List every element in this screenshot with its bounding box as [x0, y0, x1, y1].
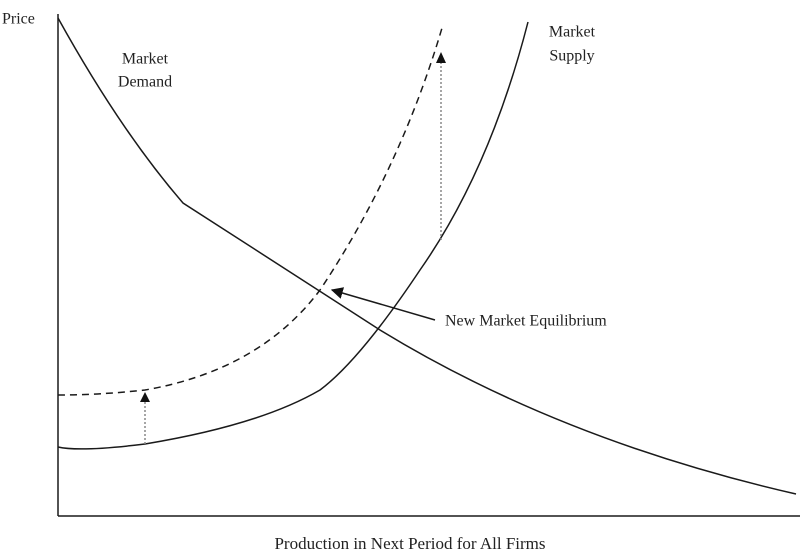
supply-curve — [57, 21, 529, 450]
demand-label: Market — [122, 51, 169, 68]
arrow-head — [140, 392, 150, 402]
x-axis-label: Production in Next Period for All Firms — [274, 534, 545, 553]
demand-label: Demand — [118, 74, 172, 91]
supply-label: Market — [549, 24, 596, 41]
arrow-head — [436, 52, 446, 63]
y-axis-label: Price — [2, 11, 35, 28]
new-supply-curve — [57, 27, 443, 396]
annotation-arrow — [330, 287, 436, 321]
annotation: New Market Equilibrium — [445, 313, 607, 330]
supply-label: Supply — [549, 48, 594, 65]
demand-curve — [57, 17, 797, 495]
